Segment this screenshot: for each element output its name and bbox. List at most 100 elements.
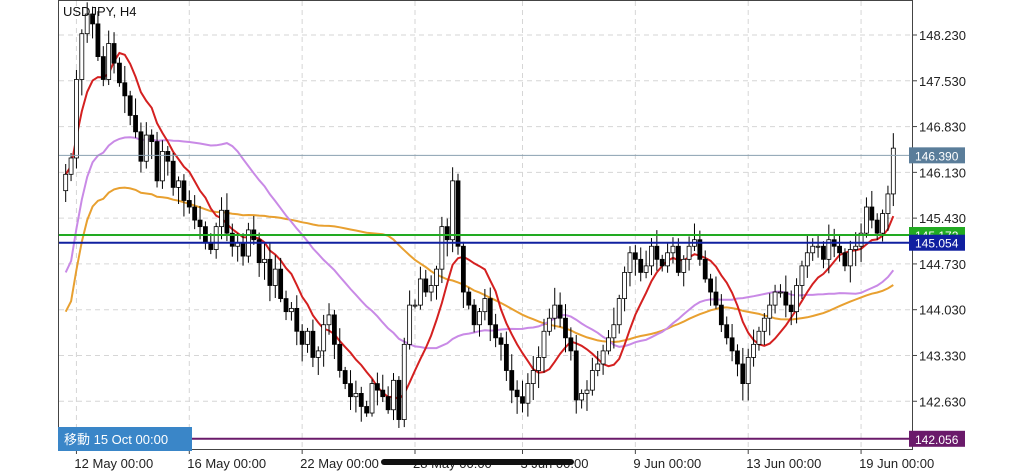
candle (611, 307, 617, 349)
candle (880, 209, 885, 242)
candle (294, 295, 300, 346)
candle (573, 334, 579, 414)
candle (520, 380, 525, 413)
candle-body (756, 330, 762, 345)
candle-body (380, 389, 386, 398)
candle-body (428, 285, 434, 293)
candle (348, 370, 353, 410)
candle-body (358, 393, 364, 407)
candle-body (729, 337, 735, 352)
candle (815, 234, 821, 258)
candle (794, 278, 799, 324)
candle-body (417, 278, 423, 306)
candle (423, 269, 429, 297)
candle-body (821, 245, 826, 260)
candle-body (127, 95, 133, 116)
candle-body (186, 200, 192, 208)
candle-body (589, 370, 595, 391)
candle (305, 327, 310, 353)
candle-body (842, 252, 848, 267)
candle-body (197, 219, 203, 228)
candle-body (267, 258, 273, 286)
candle (622, 266, 628, 312)
candle (321, 314, 327, 367)
candle (111, 32, 117, 74)
nav-badge[interactable]: 移動 15 Oct 00:00 (58, 427, 192, 451)
candle-body (514, 389, 520, 398)
current-price-badge (909, 147, 965, 164)
candle-body (348, 383, 353, 398)
candle-body (847, 249, 853, 267)
candle-body (133, 115, 138, 133)
candle (412, 299, 418, 309)
candle-body (767, 304, 773, 319)
candle (262, 243, 267, 280)
candle-body (810, 245, 816, 254)
current-price-label: 146.390 (915, 149, 959, 163)
candle-body (369, 383, 375, 414)
x-tick-label: 12 May 00:00 (74, 456, 153, 471)
candle-body (90, 13, 95, 25)
candle-body (670, 245, 676, 254)
candle-body (487, 298, 493, 326)
candle (632, 245, 638, 276)
candle (396, 376, 402, 428)
candle (471, 299, 477, 333)
candle-body (713, 291, 719, 306)
candle-body (305, 330, 310, 345)
purple-level-label: 142.056 (915, 433, 959, 447)
candle-body (208, 242, 214, 250)
candle (439, 216, 445, 284)
candle (186, 190, 192, 214)
candle-body (649, 245, 654, 267)
candle (675, 238, 681, 277)
y-tick-label: 148.230 (919, 28, 966, 43)
candle-body (181, 180, 187, 201)
candle-body (804, 252, 810, 267)
candle (724, 316, 730, 345)
candle (133, 98, 138, 138)
candle (595, 350, 601, 377)
candle (756, 326, 762, 351)
candle (466, 287, 472, 310)
candle (761, 312, 767, 345)
candle (697, 230, 703, 266)
candle (310, 319, 316, 368)
candle-body (557, 304, 563, 319)
candle-body (702, 258, 708, 280)
candle (444, 218, 450, 257)
candle-body (788, 304, 794, 313)
candle-body (256, 239, 262, 264)
candle (557, 292, 563, 328)
ma-slow-line (64, 186, 894, 344)
candle-body (858, 232, 864, 247)
candle (525, 373, 531, 417)
candle (181, 174, 187, 217)
candle (434, 265, 439, 300)
candle (289, 302, 294, 321)
candle (783, 275, 789, 318)
candle-body (503, 343, 509, 371)
candle-body (229, 232, 235, 247)
candle (170, 152, 176, 196)
candle (143, 122, 149, 169)
candle (853, 232, 859, 267)
candle (568, 327, 574, 361)
candle (482, 288, 488, 321)
candle (600, 344, 606, 375)
candle-body (697, 239, 703, 260)
candle-body (573, 350, 579, 401)
candle-body (761, 317, 767, 332)
candle (272, 255, 278, 298)
scroll-handle[interactable] (381, 459, 574, 465)
candle-body (740, 363, 746, 384)
candle-body (154, 141, 160, 182)
candle-body (471, 304, 477, 326)
plot-frame (58, 0, 913, 450)
y-tick-label: 147.530 (919, 74, 966, 89)
candle (100, 46, 106, 87)
candle-body (546, 317, 552, 332)
candle-body (342, 370, 348, 384)
